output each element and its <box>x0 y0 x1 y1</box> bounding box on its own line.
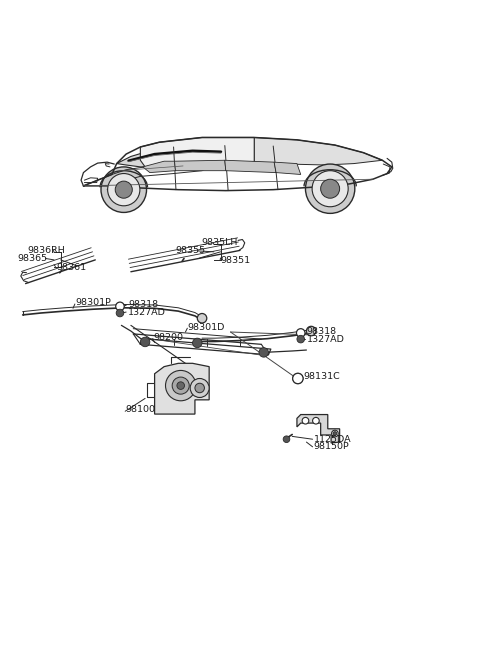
Circle shape <box>116 309 124 317</box>
Circle shape <box>293 373 303 384</box>
Text: 1125DA: 1125DA <box>313 435 351 444</box>
Circle shape <box>192 338 202 348</box>
Text: 1327AD: 1327AD <box>128 307 166 317</box>
Polygon shape <box>143 161 176 173</box>
Text: 98355: 98355 <box>176 246 205 256</box>
Text: 98365: 98365 <box>17 254 47 263</box>
Text: 9835LH: 9835LH <box>201 238 238 247</box>
Circle shape <box>190 378 209 398</box>
Circle shape <box>140 337 150 347</box>
Text: 98351: 98351 <box>220 256 250 266</box>
Circle shape <box>297 329 305 337</box>
Circle shape <box>321 179 340 199</box>
Circle shape <box>312 418 319 424</box>
Text: 98150P: 98150P <box>313 442 349 452</box>
Circle shape <box>283 436 290 442</box>
Polygon shape <box>140 137 254 167</box>
Circle shape <box>293 373 303 384</box>
Circle shape <box>306 326 316 336</box>
Text: 1327AD: 1327AD <box>306 335 344 343</box>
Text: 98301P: 98301P <box>75 298 111 307</box>
Polygon shape <box>254 137 383 165</box>
Circle shape <box>166 371 196 401</box>
Circle shape <box>101 167 146 212</box>
Circle shape <box>302 418 309 424</box>
Polygon shape <box>117 145 240 167</box>
Text: 98100: 98100 <box>125 405 155 414</box>
Polygon shape <box>225 160 276 173</box>
Polygon shape <box>274 162 301 175</box>
Circle shape <box>332 430 338 437</box>
Circle shape <box>195 383 204 392</box>
Text: 98318: 98318 <box>128 300 158 309</box>
Circle shape <box>115 181 132 199</box>
Circle shape <box>172 377 189 394</box>
Polygon shape <box>175 160 226 171</box>
Circle shape <box>305 164 355 213</box>
Text: 98301D: 98301D <box>188 323 225 332</box>
Text: 98318: 98318 <box>306 327 336 337</box>
Circle shape <box>108 173 140 206</box>
Circle shape <box>312 171 348 207</box>
Polygon shape <box>297 414 340 443</box>
Circle shape <box>177 382 184 389</box>
Circle shape <box>333 432 337 436</box>
Circle shape <box>297 335 304 343</box>
Text: 98131C: 98131C <box>303 372 340 381</box>
Text: 98200: 98200 <box>153 333 183 342</box>
Circle shape <box>197 313 207 323</box>
Text: 9836RH: 9836RH <box>27 246 65 255</box>
Polygon shape <box>155 363 209 414</box>
Circle shape <box>259 348 268 357</box>
Text: 98361: 98361 <box>56 262 86 272</box>
Circle shape <box>116 302 124 311</box>
